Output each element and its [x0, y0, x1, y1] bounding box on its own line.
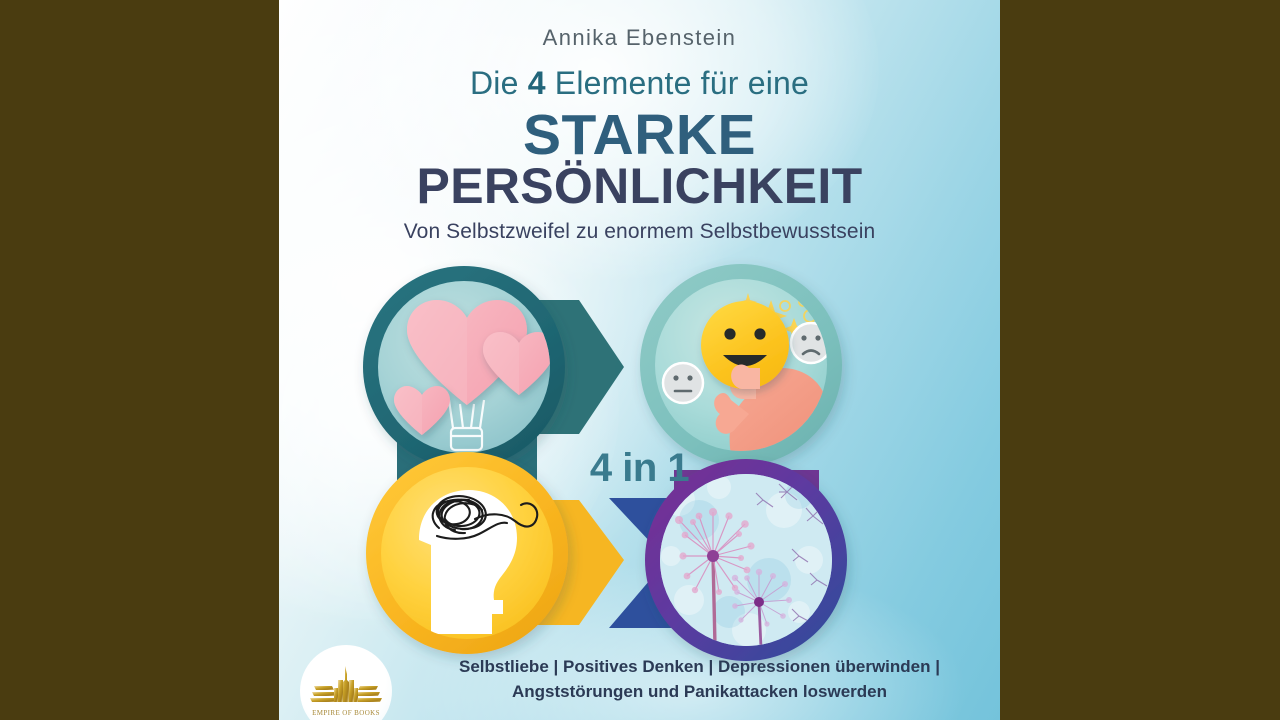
cover-subtitle: Von Selbstzweifel zu enormem Selbstbewus… — [403, 219, 876, 243]
title-line-1: Die 4 Elemente für eine — [279, 65, 1000, 102]
title-line-3: PERSÖNLICHKEIT — [416, 158, 863, 215]
audiobook-cover-image: 4 in 1 Annika Ebenstein Die 4 Elemente f… — [279, 0, 1000, 720]
publisher-logo: EMPIRE OF BOOKS — [300, 645, 392, 720]
topics-strapline-line-2: Angststörungen und Panikattacken loswerd… — [511, 681, 887, 701]
circle-positives-denken — [640, 264, 842, 466]
circle-selbstliebe — [363, 266, 565, 468]
title-line-2: STARKE — [522, 103, 757, 167]
title-line-1-prefix: Die — [469, 65, 528, 101]
publisher-logo-text: EMPIRE OF BOOKS — [312, 708, 380, 717]
title-line-1-number: 4 — [527, 65, 546, 101]
author-name: Annika Ebenstein — [542, 25, 737, 50]
letterbox-bar-right — [1000, 0, 1280, 720]
thumb-icon — [731, 364, 760, 389]
cover-text-block: Annika Ebenstein Die 4 Elemente für eine… — [279, 0, 1000, 244]
topics-strapline-line-1: Selbstliebe | Positives Denken | Depress… — [459, 657, 940, 676]
smiley-mask-icon — [701, 301, 789, 389]
neutral-face-icon — [661, 361, 705, 405]
circle-depressionen — [366, 452, 568, 654]
empire-of-books-icon — [310, 665, 382, 702]
circle-angststoerungen — [645, 459, 847, 661]
title-line-1-suffix: Elemente für eine — [545, 65, 810, 101]
topics-strapline: Selbstliebe | Positives Denken | Depress… — [399, 655, 1000, 704]
letterbox-bar-left — [0, 0, 279, 720]
